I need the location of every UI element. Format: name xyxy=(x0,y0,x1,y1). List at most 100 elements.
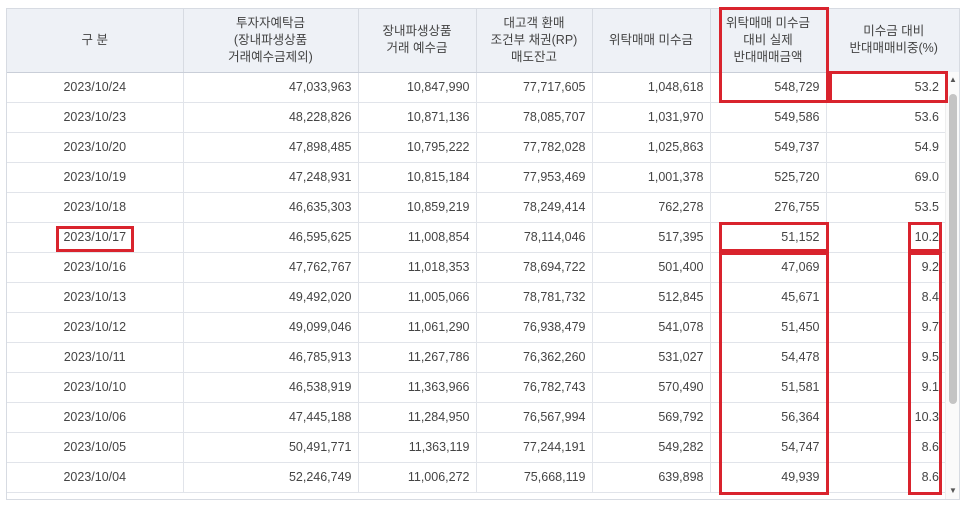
row-value-cell: 569,792 xyxy=(592,402,711,433)
row-value-cell: 77,782,028 xyxy=(476,132,593,163)
row-date-cell: 2023/10/05 xyxy=(7,432,184,463)
row-value-cell: 1,001,378 xyxy=(592,162,711,193)
row-value-cell: 11,008,854 xyxy=(358,222,477,253)
column-header-6: 미수금 대비 반대매매비중(%) xyxy=(826,9,959,73)
row-value-cell: 9.2 xyxy=(826,252,959,283)
row-value-cell: 53.5 xyxy=(826,192,959,223)
row-value-cell: 1,048,618 xyxy=(592,72,711,103)
row-value-cell: 47,033,963 xyxy=(183,72,359,103)
row-value-cell: 11,363,119 xyxy=(358,432,477,463)
row-value-cell: 11,363,966 xyxy=(358,372,477,403)
table-row: 2023/10/16 47,762,767 11,018,353 78,694,722… xyxy=(7,252,959,283)
row-value-cell: 9.5 xyxy=(826,342,959,373)
table-row: 2023/10/12 49,099,046 11,061,290 76,938,479… xyxy=(7,312,959,343)
row-value-cell: 10,795,222 xyxy=(358,132,477,163)
row-value-cell: 77,717,605 xyxy=(476,72,593,103)
row-value-cell: 512,845 xyxy=(592,282,711,313)
row-value-cell: 78,781,732 xyxy=(476,282,593,313)
row-value-cell: 549,282 xyxy=(592,432,711,463)
row-date-cell: 2023/10/10 xyxy=(7,372,184,403)
row-date-cell: 2023/10/13 xyxy=(7,282,184,313)
row-value-cell: 47,762,767 xyxy=(183,252,359,283)
row-value-cell: 69.0 xyxy=(826,162,959,193)
row-value-cell: 51,450 xyxy=(710,312,827,343)
row-value-cell: 47,898,485 xyxy=(183,132,359,163)
row-value-cell: 639,898 xyxy=(592,462,711,493)
row-value-cell: 54,747 xyxy=(710,432,827,463)
row-value-cell: 11,267,786 xyxy=(358,342,477,373)
row-value-cell: 53.2 xyxy=(826,72,959,103)
row-value-cell: 76,782,743 xyxy=(476,372,593,403)
column-header-1: 투자자예탁금 (장내파생상품 거래예수금제외) xyxy=(183,9,359,73)
table-row: 2023/10/13 49,492,020 11,005,066 78,781,732… xyxy=(7,282,959,313)
row-value-cell: 46,595,625 xyxy=(183,222,359,253)
table-row: 2023/10/19 47,248,931 10,815,184 77,953,469… xyxy=(7,162,959,193)
row-value-cell: 11,005,066 xyxy=(358,282,477,313)
data-table-container: 구 분 투자자예탁금 (장내파생상품 거래예수금제외) 장내파생상품 거래 예수금 대… xyxy=(6,8,960,500)
row-value-cell: 76,938,479 xyxy=(476,312,593,343)
row-value-cell: 570,490 xyxy=(592,372,711,403)
row-date-cell: 2023/10/24 xyxy=(7,72,184,103)
scroll-down-icon[interactable]: ▼ xyxy=(949,486,957,495)
row-value-cell: 501,400 xyxy=(592,252,711,283)
row-value-cell: 78,114,046 xyxy=(476,222,593,253)
row-date-cell: 2023/10/12 xyxy=(7,312,184,343)
row-value-cell: 8.4 xyxy=(826,282,959,313)
row-value-cell: 77,244,191 xyxy=(476,432,593,463)
scroll-up-icon[interactable]: ▲ xyxy=(949,75,957,84)
table-row: 2023/10/20 47,898,485 10,795,222 77,782,028… xyxy=(7,132,959,163)
row-value-cell: 10,847,990 xyxy=(358,72,477,103)
row-value-cell: 47,069 xyxy=(710,252,827,283)
row-value-cell: 1,031,970 xyxy=(592,102,711,133)
row-value-cell: 762,278 xyxy=(592,192,711,223)
data-table: 구 분 투자자예탁금 (장내파생상품 거래예수금제외) 장내파생상품 거래 예수금 대… xyxy=(7,9,959,493)
row-value-cell: 517,395 xyxy=(592,222,711,253)
column-header-2: 장내파생상품 거래 예수금 xyxy=(358,9,477,73)
row-value-cell: 51,152 xyxy=(710,222,827,253)
row-value-cell: 77,953,469 xyxy=(476,162,593,193)
row-value-cell: 78,694,722 xyxy=(476,252,593,283)
row-value-cell: 49,099,046 xyxy=(183,312,359,343)
table-row: 2023/10/24 47,033,963 10,847,990 77,717,605… xyxy=(7,72,959,103)
row-value-cell: 52,246,749 xyxy=(183,462,359,493)
row-date-cell: 2023/10/17 xyxy=(7,222,184,253)
row-date-cell: 2023/10/19 xyxy=(7,162,184,193)
scroll-thumb[interactable] xyxy=(949,94,957,404)
row-value-cell: 46,538,919 xyxy=(183,372,359,403)
vertical-scrollbar[interactable]: ▲ ▼ xyxy=(945,72,959,499)
table-row: 2023/10/06 47,445,188 11,284,950 76,567,994… xyxy=(7,402,959,433)
row-value-cell: 76,567,994 xyxy=(476,402,593,433)
row-value-cell: 48,228,826 xyxy=(183,102,359,133)
table-row: 2023/10/04 52,246,749 11,006,272 75,668,119… xyxy=(7,462,959,493)
table-row: 2023/10/11 46,785,913 11,267,786 76,362,260… xyxy=(7,342,959,373)
row-value-cell: 54,478 xyxy=(710,342,827,373)
row-date-cell: 2023/10/16 xyxy=(7,252,184,283)
row-value-cell: 11,018,353 xyxy=(358,252,477,283)
row-value-cell: 11,061,290 xyxy=(358,312,477,343)
table-body: 2023/10/24 47,033,963 10,847,990 77,717,605… xyxy=(7,72,959,493)
row-value-cell: 78,249,414 xyxy=(476,192,593,223)
table-row: 2023/10/17 46,595,625 11,008,854 78,114,046… xyxy=(7,222,959,253)
table-row: 2023/10/05 50,491,771 11,363,119 77,244,191… xyxy=(7,432,959,463)
row-value-cell: 45,671 xyxy=(710,282,827,313)
row-value-cell: 10.2 xyxy=(826,222,959,253)
row-value-cell: 9.1 xyxy=(826,372,959,403)
row-value-cell: 10,871,136 xyxy=(358,102,477,133)
row-date-cell: 2023/10/04 xyxy=(7,462,184,493)
table-header-row: 구 분 투자자예탁금 (장내파생상품 거래예수금제외) 장내파생상품 거래 예수금 대… xyxy=(7,9,959,73)
row-value-cell: 53.6 xyxy=(826,102,959,133)
row-date-cell: 2023/10/20 xyxy=(7,132,184,163)
column-header-4: 위탁매매 미수금 xyxy=(592,9,711,73)
row-value-cell: 56,364 xyxy=(710,402,827,433)
row-value-cell: 49,939 xyxy=(710,462,827,493)
row-value-cell: 47,248,931 xyxy=(183,162,359,193)
row-value-cell: 78,085,707 xyxy=(476,102,593,133)
row-value-cell: 51,581 xyxy=(710,372,827,403)
row-value-cell: 549,586 xyxy=(710,102,827,133)
row-value-cell: 541,078 xyxy=(592,312,711,343)
row-value-cell: 10.3 xyxy=(826,402,959,433)
row-value-cell: 8.6 xyxy=(826,462,959,493)
row-value-cell: 11,284,950 xyxy=(358,402,477,433)
row-date-cell: 2023/10/23 xyxy=(7,102,184,133)
row-value-cell: 10,859,219 xyxy=(358,192,477,223)
